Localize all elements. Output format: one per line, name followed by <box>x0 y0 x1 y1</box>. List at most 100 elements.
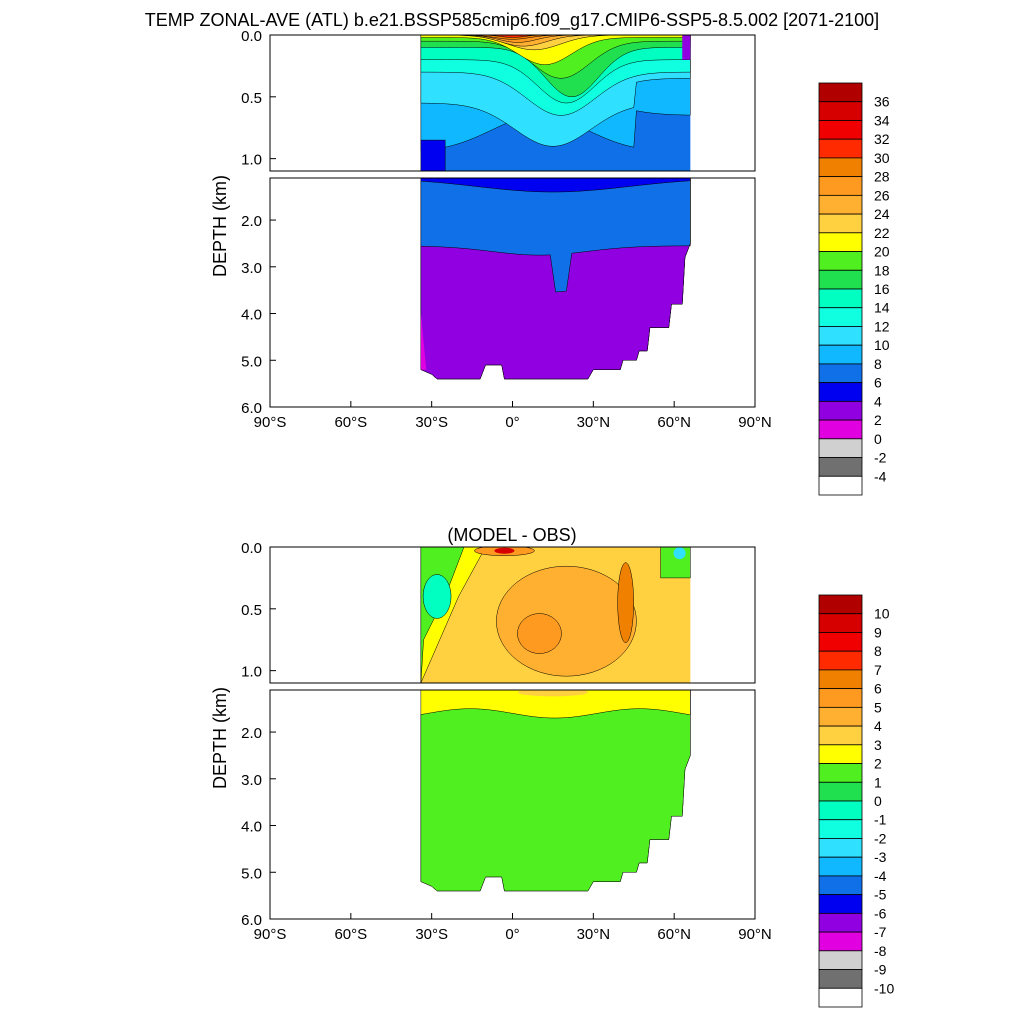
colorbar-swatch <box>818 475 863 496</box>
colorbar-swatch <box>818 875 863 896</box>
upper-field <box>420 35 691 171</box>
field-0-2 <box>420 313 427 370</box>
x-tick-label: 30°S <box>415 414 448 431</box>
x-tick-label: 60°S <box>334 414 367 431</box>
colorbar-label: -5 <box>874 887 887 903</box>
colorbar-label: 8 <box>874 356 882 372</box>
colorbar-label: 20 <box>874 244 890 260</box>
colorbar-label: 7 <box>874 662 882 678</box>
colorbar-swatch <box>818 969 863 989</box>
colorbar-label: 4 <box>874 393 882 409</box>
surface-peak <box>494 547 515 554</box>
upper-frame <box>269 34 756 172</box>
colorbar-swatch <box>818 307 863 327</box>
y-tick-label: 6.0 <box>241 912 262 929</box>
field-6-7 <box>617 562 634 643</box>
colorbar-swatch <box>818 744 863 764</box>
upper-field <box>420 547 691 683</box>
x-tick-label: 30°S <box>415 926 448 943</box>
colorbar-swatch <box>818 363 863 384</box>
colorbar-swatch <box>818 157 863 178</box>
arctic-spot <box>673 547 686 560</box>
y-tick-label: 2.0 <box>241 725 262 742</box>
colorbar-swatch <box>818 251 863 271</box>
y-tick-label: 3.0 <box>241 772 262 789</box>
colorbar-swatch <box>818 194 863 215</box>
colorbar-label: -7 <box>874 924 887 940</box>
x-tick-label: 60°S <box>334 926 367 943</box>
colorbar-swatch <box>818 706 863 727</box>
colorbar-label: 2 <box>874 756 882 772</box>
y-tick-label: 0.0 <box>241 540 262 557</box>
y-tick-label: 5.0 <box>241 353 262 370</box>
colorbar-label: 30 <box>874 150 890 166</box>
colorbar-label: 2 <box>874 412 882 428</box>
y-tick-label: 0.5 <box>241 90 262 107</box>
colorbar-label: 8 <box>874 643 882 659</box>
y-tick-label: 4.0 <box>241 819 262 836</box>
x-tick-label: 0° <box>505 926 519 943</box>
lower-field <box>420 178 691 380</box>
colorbar-swatch <box>818 950 863 970</box>
y-axis-label: DEPTH (km) <box>210 175 230 277</box>
colorbar-label: 34 <box>874 112 890 128</box>
colorbar-swatch <box>818 269 863 290</box>
field-5-6 <box>517 613 562 654</box>
colorbar-label: -4 <box>874 868 887 884</box>
colorbar-swatch <box>818 438 863 458</box>
colorbar-swatch <box>818 800 863 821</box>
colorbar-label: 10 <box>874 606 890 622</box>
colorbar-label: 6 <box>874 375 882 391</box>
colorbar-swatch <box>818 382 863 402</box>
colorbar-swatch <box>818 419 863 440</box>
y-tick-label: 0.5 <box>241 602 262 619</box>
colorbar-label: 4 <box>874 718 882 734</box>
colorbar-label: 32 <box>874 131 890 147</box>
field-4-5 <box>496 565 637 677</box>
colorbar-swatch <box>818 763 863 783</box>
colorbar-swatch <box>818 688 863 708</box>
colorbar-label: -6 <box>874 905 887 921</box>
colorbar-swatch <box>818 650 863 671</box>
colorbar-label: 3 <box>874 737 882 753</box>
colorbar-swatch <box>818 326 863 346</box>
x-tick-label: 90°S <box>254 926 287 943</box>
upper-frame <box>269 546 756 684</box>
colorbar-swatch <box>818 613 863 633</box>
y-tick-label: 3.0 <box>241 260 262 277</box>
colorbar-swatch <box>818 781 863 802</box>
colorbar-swatch <box>818 931 863 952</box>
field-1-2 <box>420 690 691 892</box>
x-tick-label: 90°N <box>738 414 772 431</box>
colorbar-swatch <box>818 138 863 159</box>
colorbar-swatch <box>818 594 863 615</box>
x-tick-label: 30°N <box>577 926 611 943</box>
colorbar-label: -2 <box>874 450 887 466</box>
colorbar-swatch <box>818 101 863 121</box>
y-tick-label: 6.0 <box>241 400 262 417</box>
colorbar-swatch <box>818 912 863 933</box>
colorbar-label: -1 <box>874 812 887 828</box>
colorbar-label: 12 <box>874 318 890 334</box>
y-tick-label: 5.0 <box>241 865 262 882</box>
colorbar-swatch <box>818 120 863 140</box>
colorbar-swatch <box>818 819 863 839</box>
colorbar-label: -9 <box>874 962 887 978</box>
colorbar-label: 24 <box>874 206 890 222</box>
y-tick-label: 4.0 <box>241 307 262 324</box>
colorbar-label: -4 <box>874 468 887 484</box>
y-tick-label: 2.0 <box>241 213 262 230</box>
colorbar-swatch <box>818 725 863 746</box>
x-tick-label: 30°N <box>577 414 611 431</box>
field-0-1 <box>422 574 452 619</box>
colorbar-swatch <box>818 176 863 196</box>
colorbar-swatch <box>818 288 863 309</box>
colorbar-swatch <box>818 213 863 234</box>
field-2-4 <box>420 178 691 380</box>
y-tick-label: 0.0 <box>241 28 262 45</box>
contour-band <box>420 35 691 65</box>
colorbar-label: 1 <box>874 774 882 790</box>
y-tick-label: 1.0 <box>241 664 262 681</box>
colorbar-label: 10 <box>874 337 890 353</box>
colorbar-label: 14 <box>874 300 890 316</box>
